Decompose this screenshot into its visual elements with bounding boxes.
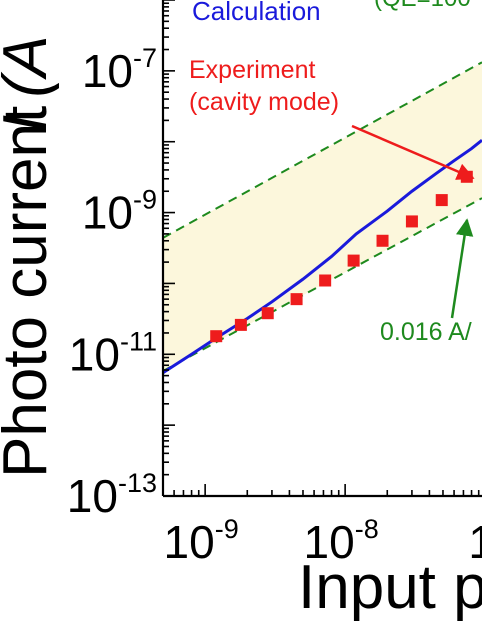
x-tick-label: 10-9 [164, 514, 239, 568]
y-axis-label: Photo current [0, 106, 60, 478]
y-tick-label: 10-7 [82, 43, 157, 97]
x-tick-label: 10-8 [304, 514, 379, 568]
y-tick-label: 10-9 [82, 185, 157, 239]
shaded-region [163, 62, 482, 372]
annotation-qe-100: (QE=100 [374, 0, 471, 12]
annotation-experiment: Experiment [189, 56, 315, 84]
experiment-point [210, 330, 223, 343]
experiment-arrow [351, 124, 475, 180]
annotation-cavity-mode: (cavity mode) [189, 88, 339, 116]
experiment-point [405, 215, 418, 228]
experiment-point [234, 318, 247, 331]
plot-area [163, 61, 482, 374]
tick-labels: 10-13 10-11 10-9 10-7 10-9 10-8 1 [67, 43, 482, 568]
experiment-point [376, 234, 389, 247]
qe-100-dashed-line [163, 61, 482, 239]
y-tick-label: 10-11 [69, 326, 157, 380]
y-axis-symbol: I (A [0, 36, 60, 132]
responsivity-arrow [450, 218, 474, 319]
annotation-responsivity: 0.016 A/ [380, 318, 472, 346]
x-tick-label: 1 [468, 516, 482, 568]
axes [161, 0, 482, 498]
y-axis-title: Photo current I (A [0, 36, 60, 478]
experiment-point [347, 254, 360, 267]
annotation-calculation: Calculation [192, 0, 321, 26]
experiment-point [261, 307, 274, 320]
x-axis-label: Input p [298, 553, 482, 622]
experiment-point [435, 194, 448, 207]
experiment-point [319, 274, 332, 287]
experiment-point [290, 293, 303, 306]
y-tick-label: 10-13 [67, 468, 157, 522]
